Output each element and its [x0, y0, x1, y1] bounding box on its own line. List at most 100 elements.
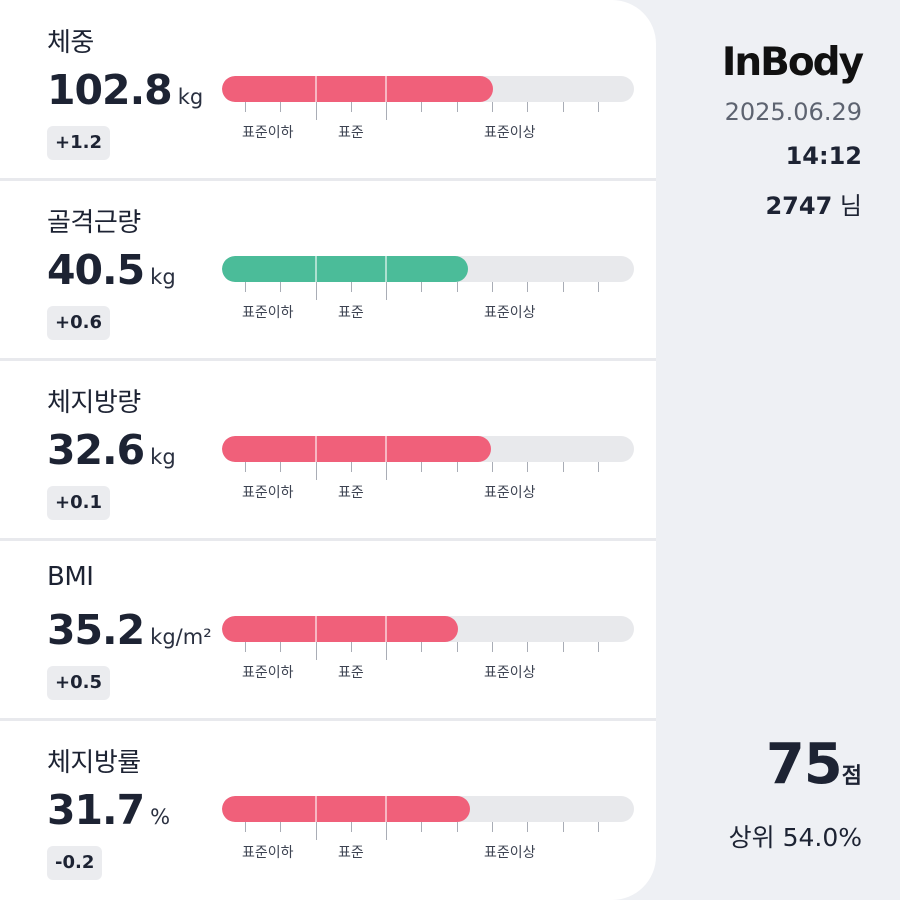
bar-segment-divider	[385, 616, 387, 642]
metric-row-body-fat-percent[interactable]: 체지방률 31.7% -0.2 표준이하 표준 표준이상	[0, 720, 656, 900]
metric-row-weight[interactable]: 체중 102.8 kg +1.2 표준이하 표준 표준이상	[0, 0, 656, 180]
scale-tick	[598, 102, 599, 112]
metric-value: 31.7	[47, 786, 145, 834]
score-display: 75점	[766, 732, 862, 797]
scale-tick	[386, 822, 387, 840]
scale-tick	[527, 462, 528, 472]
brand-logo: InBody	[721, 40, 864, 85]
scale-tick	[280, 822, 281, 832]
metric-delta-badge: +0.5	[47, 666, 110, 700]
zone-label-standard: 표준	[338, 665, 364, 681]
zone-label-under: 표준이하	[242, 125, 294, 141]
scale-tick	[563, 102, 564, 112]
scale-tick	[598, 282, 599, 292]
zone-label-under: 표준이하	[242, 845, 294, 861]
scale-tick	[527, 102, 528, 112]
zone-label-under: 표준이하	[242, 665, 294, 681]
row-divider	[0, 178, 656, 181]
zone-label-over: 표준이상	[484, 665, 536, 681]
scale-tick	[492, 462, 493, 472]
scale-tick	[527, 282, 528, 292]
scale-tick	[316, 282, 317, 300]
zone-label-standard: 표준	[338, 125, 364, 141]
scale-tick	[421, 822, 422, 832]
metric-range-fill	[222, 796, 470, 822]
scale-tick	[316, 822, 317, 840]
metric-range-fill	[222, 616, 459, 642]
bar-segment-divider	[385, 436, 387, 462]
scale-tick	[351, 102, 352, 112]
bar-segment-divider	[315, 76, 317, 102]
measurement-time: 14:12	[785, 142, 862, 170]
scale-tick	[421, 642, 422, 652]
zone-label-over: 표준이상	[484, 305, 536, 321]
user-count-suffix: 님	[839, 192, 862, 220]
metric-value-wrap: 35.2 kg/m²	[47, 606, 212, 654]
metric-range-bar	[222, 796, 634, 822]
metric-value-wrap: 40.5 kg	[47, 246, 176, 294]
scale-tick	[563, 822, 564, 832]
scale-tick	[351, 822, 352, 832]
row-divider	[0, 718, 656, 721]
scale-tick	[492, 102, 493, 112]
zone-label-over: 표준이상	[484, 485, 536, 501]
scale-tick	[563, 462, 564, 472]
scale-tick	[457, 102, 458, 112]
scale-tick	[316, 642, 317, 660]
metric-unit: kg	[150, 445, 176, 469]
scale-tick	[563, 282, 564, 292]
scale-tick	[457, 822, 458, 832]
metric-label: 골격근량	[47, 208, 141, 238]
metric-delta-badge: +0.1	[47, 486, 110, 520]
metric-row-body-fat-mass[interactable]: 체지방량 32.6 kg +0.1 표준이하 표준 표준이상	[0, 360, 656, 540]
metric-value-wrap: 31.7%	[47, 786, 170, 834]
bar-segment-divider	[385, 256, 387, 282]
score-unit: 점	[841, 764, 862, 789]
scale-tick	[316, 462, 317, 480]
user-count-number: 2747	[765, 192, 833, 220]
scale-tick	[421, 462, 422, 472]
scale-tick	[280, 102, 281, 112]
metric-row-bmi[interactable]: BMI 35.2 kg/m² +0.5 표준이하 표준 표준이상	[0, 540, 656, 720]
zone-label-over: 표준이상	[484, 845, 536, 861]
scale-tick	[457, 282, 458, 292]
metric-row-skeletal-muscle[interactable]: 골격근량 40.5 kg +0.6 표준이하 표준 표준이상	[0, 180, 656, 360]
score-rank: 상위 54.0%	[728, 823, 862, 852]
scale-tick	[457, 642, 458, 652]
scale-tick	[245, 822, 246, 832]
scale-tick	[598, 642, 599, 652]
metric-value: 32.6	[47, 426, 145, 474]
bar-segment-divider	[315, 436, 317, 462]
scale-tick	[280, 462, 281, 472]
metric-value-wrap: 102.8 kg	[47, 66, 203, 114]
score-value: 75	[765, 732, 843, 797]
metrics-panel: 체중 102.8 kg +1.2 표준이하 표준 표준이상 골격근량 40.5 kg…	[0, 0, 656, 900]
scale-tick	[386, 282, 387, 300]
metric-label: 체중	[47, 28, 94, 58]
metric-range-fill	[222, 256, 468, 282]
measurement-date: 2025.06.29	[724, 98, 862, 126]
scale-tick	[598, 462, 599, 472]
scale-tick	[598, 822, 599, 832]
bar-segment-divider	[315, 256, 317, 282]
metric-value-wrap: 32.6 kg	[47, 426, 176, 474]
metric-unit: kg	[150, 265, 176, 289]
scale-tick	[386, 462, 387, 480]
metric-delta-badge: +1.2	[47, 126, 110, 160]
metric-label: BMI	[47, 562, 94, 592]
bar-segment-divider	[385, 796, 387, 822]
scale-tick	[245, 282, 246, 292]
scale-tick	[245, 642, 246, 652]
zone-label-over: 표준이상	[484, 125, 536, 141]
scale-tick	[245, 102, 246, 112]
scale-tick	[527, 642, 528, 652]
scale-tick	[492, 642, 493, 652]
metric-value: 102.8	[47, 66, 173, 114]
zone-label-standard: 표준	[338, 305, 364, 321]
metric-label: 체지방률	[47, 748, 141, 778]
row-divider	[0, 538, 656, 541]
scale-tick	[563, 642, 564, 652]
zone-label-under: 표준이하	[242, 305, 294, 321]
scale-tick	[386, 642, 387, 660]
scale-tick	[351, 282, 352, 292]
